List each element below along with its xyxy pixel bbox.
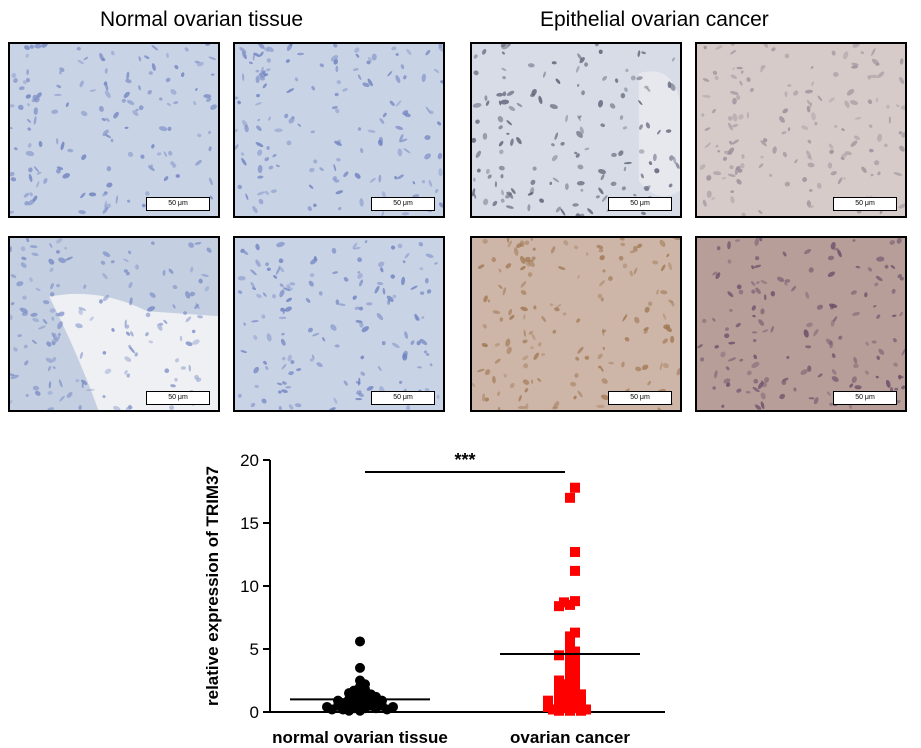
scale-bar: 50 μm <box>833 197 897 211</box>
data-point-cancer <box>565 705 575 716</box>
micrograph-normal-1: 50 μm <box>8 42 220 218</box>
micrograph-normal-3: 50 μm <box>8 236 220 412</box>
y-tick-label: 10 <box>240 577 259 596</box>
y-tick-label: 0 <box>250 703 259 722</box>
scale-bar: 50 μm <box>371 391 435 405</box>
micrograph-cancer-3: 50 μm <box>470 236 682 412</box>
data-point-cancer <box>570 565 580 576</box>
data-point-cancer <box>576 694 586 705</box>
data-point-cancer <box>576 689 586 700</box>
data-point-cancer <box>554 705 564 716</box>
data-point-normal <box>327 704 337 715</box>
y-axis-label: relative expression of TRIM37 <box>203 466 222 706</box>
cancer-title: Epithelial ovarian cancer <box>540 8 769 31</box>
data-point-normal <box>344 705 354 716</box>
x-category-label: normal ovarian tissue <box>272 728 448 747</box>
data-point-cancer <box>565 599 575 610</box>
data-point-cancer <box>565 631 575 642</box>
y-tick-label: 5 <box>250 640 259 659</box>
scale-bar: 50 μm <box>608 391 672 405</box>
data-point-cancer <box>570 546 580 557</box>
data-point-cancer <box>554 601 564 612</box>
trim37-scatter-plot: 0 5 10 15 20 relative expression of TRIM37 nor… <box>200 440 680 748</box>
micrograph-cancer-1: 50 μm <box>470 42 682 218</box>
scale-bar: 50 μm <box>371 197 435 211</box>
y-tick-label: 15 <box>240 514 259 533</box>
scale-bar: 50 μm <box>833 391 897 405</box>
scale-bar: 50 μm <box>608 197 672 211</box>
x-category-label: ovarian cancer <box>510 728 630 747</box>
data-point-normal <box>382 704 392 715</box>
normal-tissue-title: Normal ovarian tissue <box>100 8 304 31</box>
micrograph-cancer-4: 50 μm <box>695 236 907 412</box>
data-point-cancer <box>543 695 553 706</box>
significance-label: *** <box>454 450 475 470</box>
micrograph-normal-4: 50 μm <box>233 236 445 412</box>
data-point-cancer <box>565 637 575 648</box>
data-point-cancer <box>548 704 558 715</box>
data-point-cancer <box>576 705 586 716</box>
data-point-normal <box>355 636 365 647</box>
data-point-normal <box>371 703 381 714</box>
micrograph-normal-2: 50 μm <box>233 42 445 218</box>
scale-bar: 50 μm <box>146 391 210 405</box>
data-point-normal <box>355 705 365 716</box>
scale-bar: 50 μm <box>146 197 210 211</box>
data-point-normal <box>355 662 365 673</box>
data-point-cancer <box>554 650 564 661</box>
data-point-cancer <box>565 492 575 503</box>
micrograph-cancer-2: 50 μm <box>695 42 907 218</box>
data-point-cancer <box>570 482 580 493</box>
y-tick-label: 20 <box>240 451 259 470</box>
